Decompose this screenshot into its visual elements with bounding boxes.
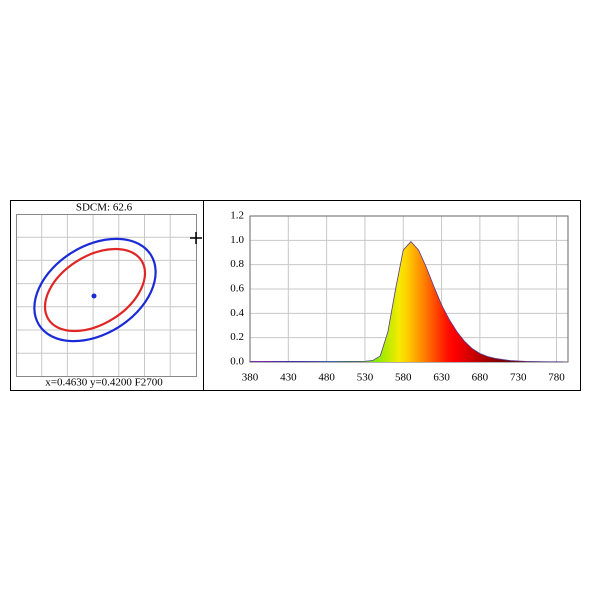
y-tick-label: 0.4 [230,307,244,319]
inner-ellipse [43,247,147,333]
spectrum-line [250,240,565,363]
y-tick-label: 0.0 [230,356,244,368]
crosshair [190,232,202,244]
x-tick-label: 630 [433,372,450,384]
y-tick-label: 0.8 [230,258,244,270]
panel-border [10,200,581,391]
x-tick-label: 680 [472,372,489,384]
y-tick-label: 1.0 [230,234,244,246]
y-tick-label: 1.2 [230,210,244,222]
x-tick-label: 530 [357,372,374,384]
x-tick-label: 380 [242,372,259,384]
chromaticity-point [91,293,97,299]
x-tick-label: 730 [510,372,527,384]
sdcm-footer: x=0.4630 y=0.4200 F2700 [45,377,163,389]
sdcm-frame [16,214,197,377]
outer-ellipse [33,237,157,343]
x-tick-label: 580 [395,372,412,384]
x-tick-label: 480 [318,372,335,384]
y-tick-label: 0.6 [230,283,244,295]
x-tick-label: 430 [280,372,297,384]
sdcm-grid [16,214,196,376]
spectrum-area [250,241,565,362]
y-tick-label: 0.2 [230,331,244,343]
x-tick-label: 780 [548,372,565,384]
sdcm-title: SDCM: 62.6 [76,202,133,214]
